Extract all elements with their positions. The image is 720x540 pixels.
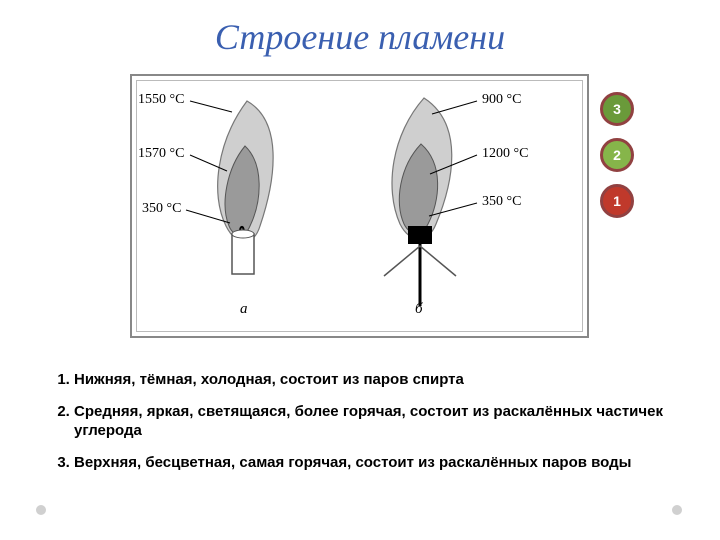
badge-1-label: 1: [613, 193, 621, 209]
temp-a-2: 1570 °C: [138, 146, 184, 162]
temp-a-3: 350 °C: [142, 201, 181, 217]
decor-dot: [36, 505, 46, 515]
temp-b-3: 350 °C: [482, 194, 521, 210]
badge-2: 2: [600, 138, 634, 172]
list-item: Средняя, яркая, светящаяся, более горяча…: [74, 402, 670, 441]
badge-3-label: 3: [613, 101, 621, 117]
badge-1: 1: [600, 184, 634, 218]
temp-b-1: 900 °C: [482, 92, 521, 108]
temp-a-1: 1550 °C: [138, 92, 184, 108]
temp-b-2: 1200 °C: [482, 146, 528, 162]
list-item: Верхняя, бесцветная, самая горячая, сост…: [74, 453, 670, 473]
caption-a: а: [240, 301, 248, 318]
caption-b: б: [415, 301, 423, 318]
badge-2-label: 2: [613, 147, 621, 163]
zone-list: Нижняя, тёмная, холодная, состоит из пар…: [50, 370, 670, 484]
page-title: Строение пламени: [0, 16, 720, 58]
list-item: Нижняя, тёмная, холодная, состоит из пар…: [74, 370, 670, 390]
badge-3: 3: [600, 92, 634, 126]
decor-dot: [672, 505, 682, 515]
figure-frame: 1550 °C 1570 °C 350 °C 900 °C 1200 °C 35…: [130, 74, 589, 338]
